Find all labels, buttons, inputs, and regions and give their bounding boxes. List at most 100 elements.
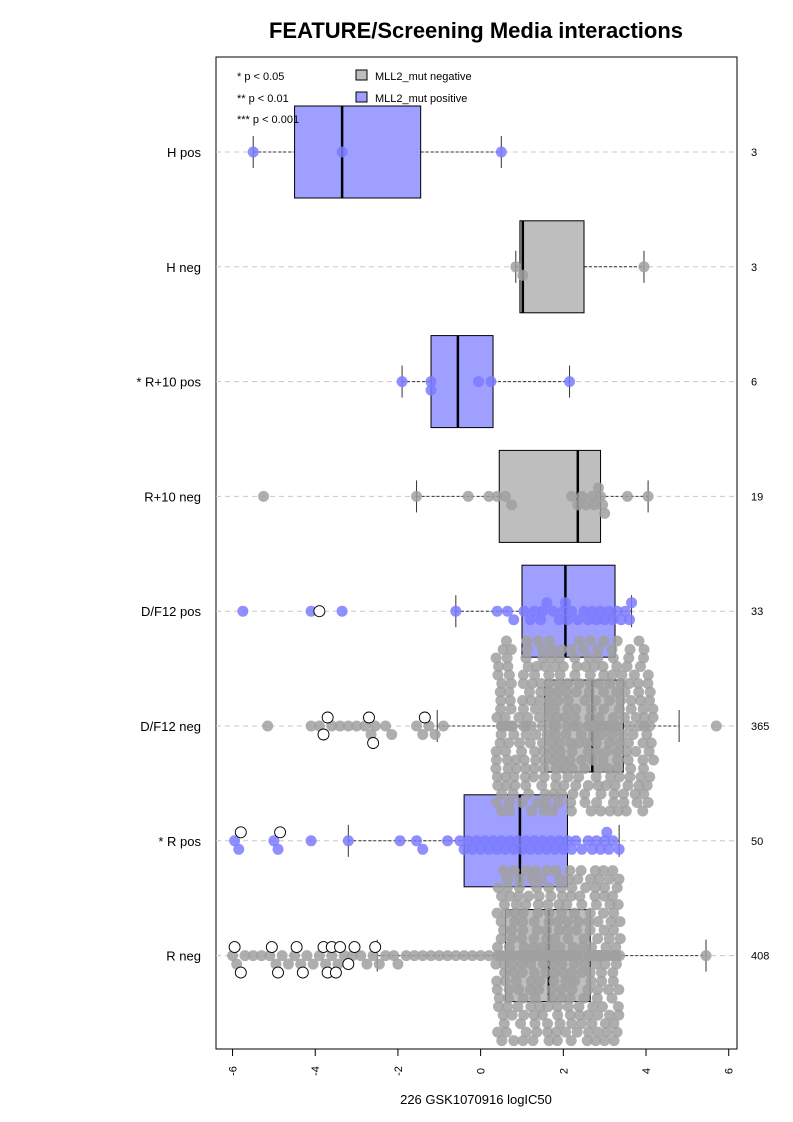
data-point (596, 967, 608, 979)
data-point (569, 712, 581, 723)
data-point (491, 490, 503, 502)
data-point (522, 712, 534, 723)
data-point (541, 933, 553, 945)
data-point (442, 950, 454, 962)
data-point (229, 835, 241, 847)
data-point (596, 1001, 608, 1013)
data-point (500, 771, 512, 783)
data-point (552, 797, 564, 808)
data-point (553, 899, 565, 911)
data-point (547, 788, 559, 800)
data-point (411, 720, 423, 732)
data-point (546, 992, 558, 1004)
data-point (483, 843, 495, 855)
data-point (539, 703, 551, 715)
data-point (603, 843, 615, 855)
data-point (543, 1035, 555, 1047)
data-point (582, 780, 594, 791)
data-point (608, 797, 620, 808)
data-point (543, 950, 555, 962)
data-point (502, 873, 514, 885)
data-point (526, 873, 538, 885)
data-point (637, 703, 649, 715)
data-point (506, 499, 518, 511)
data-point (572, 873, 584, 885)
data-point (567, 788, 579, 800)
data-point-outlier (290, 941, 303, 954)
data-point (622, 780, 634, 791)
data-point (638, 644, 650, 655)
data-point (531, 1026, 543, 1038)
data-point (607, 975, 619, 987)
category-label: R+10 neg (144, 489, 201, 504)
data-point (495, 933, 507, 945)
data-point (562, 695, 574, 706)
data-point (239, 950, 251, 962)
data-point-outlier (367, 737, 380, 749)
data-point (585, 941, 597, 953)
data-point (596, 975, 608, 987)
data-point (584, 669, 596, 681)
data-point (625, 695, 637, 706)
data-point (603, 873, 615, 885)
data-point (504, 890, 516, 902)
data-point (537, 746, 549, 757)
x-axis: -6 -4 -2 0 2 4 6 (228, 1048, 736, 1076)
data-point (580, 882, 592, 894)
data-point (504, 835, 516, 847)
data-point (546, 984, 558, 996)
data-point (425, 950, 437, 962)
data-point (570, 835, 582, 847)
data-point (255, 950, 267, 962)
data-point (625, 703, 637, 715)
data-point (493, 661, 505, 672)
data-point (528, 763, 540, 774)
data-point (613, 873, 625, 885)
data-point (578, 933, 590, 945)
data-point (565, 967, 577, 979)
data-point (562, 771, 574, 783)
data-point (639, 712, 651, 723)
data-point (496, 678, 508, 689)
data-point (551, 712, 563, 723)
data-point (411, 490, 423, 502)
data-point (400, 950, 412, 962)
data-point (492, 882, 504, 894)
data-point (567, 941, 579, 953)
data-point (516, 933, 528, 945)
data-point (623, 614, 635, 626)
data-point (500, 635, 512, 647)
data-point (524, 843, 536, 855)
data-point (637, 754, 649, 766)
category-label: D/F12 pos (141, 604, 201, 619)
data-point (611, 882, 623, 894)
data-point (508, 771, 520, 783)
data-point (495, 146, 507, 158)
data-point (491, 712, 503, 723)
data-point (629, 788, 641, 800)
data-point (520, 1026, 532, 1038)
data-point (555, 644, 567, 655)
data-point (613, 984, 625, 996)
data-point (496, 720, 508, 732)
category-label: H neg (166, 260, 201, 275)
data-point (597, 907, 609, 919)
data-point (543, 882, 555, 894)
data-point (539, 661, 551, 672)
data-point (591, 992, 603, 1004)
data-point (487, 835, 499, 847)
data-point (538, 754, 550, 766)
data-point (585, 873, 597, 885)
data-point (591, 746, 603, 757)
data-point (561, 835, 573, 847)
data-point (615, 695, 627, 706)
box-iqr (294, 105, 422, 199)
data-point (496, 788, 508, 800)
data-point (508, 614, 520, 626)
data-point (543, 916, 555, 928)
data-point (588, 661, 600, 672)
data-point (490, 754, 502, 766)
data-point (561, 924, 573, 936)
data-point (565, 737, 577, 749)
data-point (490, 763, 502, 774)
